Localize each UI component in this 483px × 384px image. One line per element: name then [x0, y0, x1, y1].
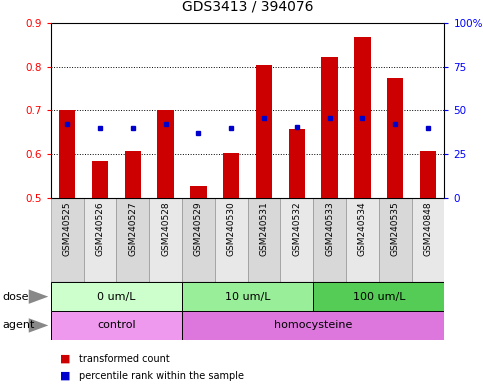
Bar — [354, 37, 370, 198]
Bar — [420, 151, 436, 198]
Text: GSM240529: GSM240529 — [194, 201, 203, 256]
Bar — [92, 161, 108, 198]
Text: 0 um/L: 0 um/L — [97, 291, 136, 302]
Bar — [125, 151, 141, 198]
Bar — [182, 282, 313, 311]
Text: GSM240848: GSM240848 — [424, 201, 432, 256]
Bar — [51, 311, 182, 340]
Bar — [190, 186, 207, 198]
Polygon shape — [29, 290, 48, 304]
Bar — [116, 198, 149, 282]
Text: homocysteine: homocysteine — [274, 320, 352, 331]
Text: GSM240531: GSM240531 — [259, 201, 269, 256]
Bar — [321, 57, 338, 198]
Text: GSM240527: GSM240527 — [128, 201, 137, 256]
Text: 10 um/L: 10 um/L — [225, 291, 270, 302]
Text: GSM240530: GSM240530 — [227, 201, 236, 256]
Bar — [51, 282, 182, 311]
Text: GSM240534: GSM240534 — [358, 201, 367, 256]
Bar — [379, 198, 412, 282]
Bar — [149, 198, 182, 282]
Text: agent: agent — [2, 320, 35, 331]
Text: GSM240528: GSM240528 — [161, 201, 170, 256]
Text: GSM240535: GSM240535 — [391, 201, 399, 256]
Polygon shape — [29, 318, 48, 333]
Bar — [256, 65, 272, 198]
Bar — [313, 282, 444, 311]
Bar — [288, 129, 305, 198]
Bar — [346, 198, 379, 282]
Text: dose: dose — [2, 291, 29, 302]
Text: GSM240533: GSM240533 — [325, 201, 334, 256]
Text: transformed count: transformed count — [79, 354, 170, 364]
Text: GDS3413 / 394076: GDS3413 / 394076 — [182, 0, 313, 13]
Text: ■: ■ — [60, 354, 71, 364]
Text: 100 um/L: 100 um/L — [353, 291, 405, 302]
Bar — [51, 198, 84, 282]
Text: GSM240532: GSM240532 — [292, 201, 301, 256]
Text: percentile rank within the sample: percentile rank within the sample — [79, 371, 244, 381]
Bar — [412, 198, 444, 282]
Bar — [182, 311, 444, 340]
Text: GSM240525: GSM240525 — [63, 201, 71, 256]
Text: GSM240526: GSM240526 — [96, 201, 104, 256]
Bar — [157, 111, 174, 198]
Bar — [215, 198, 248, 282]
Text: ■: ■ — [60, 371, 71, 381]
Bar — [59, 111, 75, 198]
Bar — [182, 198, 215, 282]
Bar — [387, 78, 403, 198]
Bar — [84, 198, 116, 282]
Bar — [248, 198, 280, 282]
Bar — [223, 153, 240, 198]
Bar — [313, 198, 346, 282]
Text: control: control — [97, 320, 136, 331]
Bar — [280, 198, 313, 282]
